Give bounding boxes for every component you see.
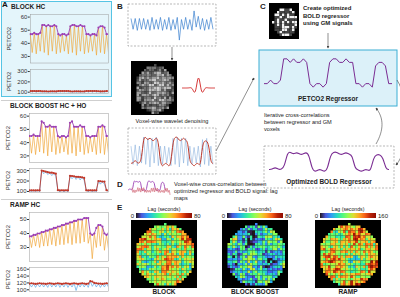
svg-text:120: 120	[16, 280, 27, 286]
svg-text:50: 50	[20, 216, 27, 222]
svg-text:200: 200	[17, 78, 28, 84]
svg-text:BLOCK BOOST: BLOCK BOOST	[231, 288, 279, 295]
svg-text:160: 160	[378, 213, 389, 219]
svg-text:PETCO2: PETCO2	[5, 224, 11, 249]
svg-text:60: 60	[20, 113, 27, 119]
svg-text:30: 30	[20, 244, 27, 250]
svg-text:Create optimized: Create optimized	[303, 5, 352, 11]
svg-text:optimized regressor and BOLD s: optimized regressor and BOLD signal: lag	[174, 188, 278, 194]
svg-text:60: 60	[21, 14, 28, 20]
svg-text:200: 200	[16, 178, 27, 184]
svg-text:30: 30	[20, 153, 27, 159]
svg-text:50: 50	[21, 27, 28, 33]
svg-text:0: 0	[131, 213, 135, 219]
svg-text:PETO2: PETO2	[6, 71, 12, 90]
svg-text:40: 40	[21, 40, 28, 46]
svg-text:80: 80	[194, 213, 201, 219]
svg-text:PETCO2 Regressor: PETCO2 Regressor	[298, 95, 358, 103]
svg-text:BOLD regressor: BOLD regressor	[303, 13, 350, 19]
svg-text:PETCO2: PETCO2	[5, 125, 11, 150]
html-text:A: A	[2, 0, 8, 9]
html-text:RAMP HC: RAMP HC	[10, 201, 41, 208]
svg-text:100: 100	[16, 188, 27, 194]
svg-text:RAMP: RAMP	[338, 288, 358, 295]
svg-text:80: 80	[285, 213, 292, 219]
svg-text:40: 40	[20, 140, 27, 146]
svg-text:D: D	[117, 180, 123, 189]
svg-text:Optimized BOLD Regressor: Optimized BOLD Regressor	[286, 178, 372, 186]
svg-text:160: 160	[16, 266, 27, 272]
svg-text:using GM signals: using GM signals	[303, 20, 353, 26]
html-text:BLOCK HC: BLOCK HC	[11, 3, 46, 10]
svg-text:100: 100	[16, 287, 27, 293]
svg-text:Lag (seconds): Lag (seconds)	[239, 206, 272, 212]
svg-text:PETCO2: PETCO2	[6, 27, 12, 51]
html-text:BLOCK BOOST HC + HO: BLOCK BOOST HC + HO	[10, 102, 87, 109]
svg-text:30: 30	[21, 53, 28, 59]
svg-text:between regressor and GM: between regressor and GM	[264, 119, 332, 125]
svg-text:maps: maps	[174, 195, 188, 201]
svg-text:100: 100	[17, 89, 28, 95]
svg-text:0: 0	[222, 213, 226, 219]
svg-text:300: 300	[17, 68, 28, 74]
svg-text:PETO2: PETO2	[5, 170, 11, 190]
svg-text:40: 40	[20, 230, 27, 236]
svg-text:E: E	[117, 203, 123, 212]
svg-text:voxels: voxels	[264, 126, 280, 132]
svg-text:Iterative cross-correlations: Iterative cross-correlations	[264, 112, 330, 118]
svg-text:50: 50	[20, 126, 27, 132]
svg-text:140: 140	[16, 273, 27, 279]
svg-text:B: B	[117, 2, 123, 11]
svg-text:300: 300	[16, 168, 27, 174]
svg-text:Lag (seconds): Lag (seconds)	[332, 206, 365, 212]
svg-text:PETO2: PETO2	[5, 269, 11, 289]
svg-text:BLOCK: BLOCK	[152, 288, 175, 295]
svg-text:0: 0	[315, 213, 319, 219]
svg-text:Voxel-wise cross-correlation b: Voxel-wise cross-correlation between	[174, 181, 266, 187]
svg-text:Voxel-wise wavelet denoising: Voxel-wise wavelet denoising	[136, 118, 209, 124]
svg-text:Lag (seconds): Lag (seconds)	[148, 206, 181, 212]
svg-text:C: C	[260, 2, 266, 11]
